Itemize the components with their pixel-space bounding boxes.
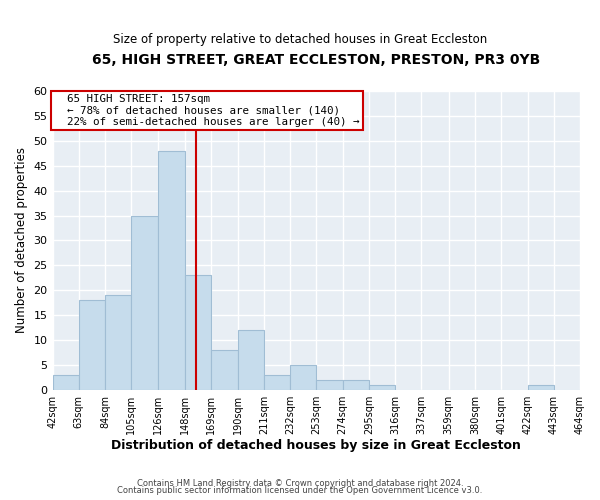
Bar xyxy=(158,151,185,390)
Bar xyxy=(527,384,554,390)
Bar xyxy=(131,216,158,390)
Text: 65 HIGH STREET: 157sqm
  ← 78% of detached houses are smaller (140)
  22% of sem: 65 HIGH STREET: 157sqm ← 78% of detached… xyxy=(54,94,359,127)
Bar xyxy=(185,276,211,390)
Text: Contains HM Land Registry data © Crown copyright and database right 2024.: Contains HM Land Registry data © Crown c… xyxy=(137,478,463,488)
Bar xyxy=(316,380,343,390)
Bar xyxy=(53,375,79,390)
Text: Size of property relative to detached houses in Great Eccleston: Size of property relative to detached ho… xyxy=(113,32,487,46)
Title: 65, HIGH STREET, GREAT ECCLESTON, PRESTON, PR3 0YB: 65, HIGH STREET, GREAT ECCLESTON, PRESTO… xyxy=(92,52,541,66)
Bar xyxy=(238,330,264,390)
X-axis label: Distribution of detached houses by size in Great Eccleston: Distribution of detached houses by size … xyxy=(112,440,521,452)
Text: Contains public sector information licensed under the Open Government Licence v3: Contains public sector information licen… xyxy=(118,486,482,495)
Bar xyxy=(343,380,369,390)
Y-axis label: Number of detached properties: Number of detached properties xyxy=(15,148,28,334)
Bar xyxy=(211,350,238,390)
Bar xyxy=(79,300,105,390)
Bar xyxy=(264,375,290,390)
Bar xyxy=(105,295,131,390)
Bar xyxy=(369,384,395,390)
Bar xyxy=(290,365,316,390)
